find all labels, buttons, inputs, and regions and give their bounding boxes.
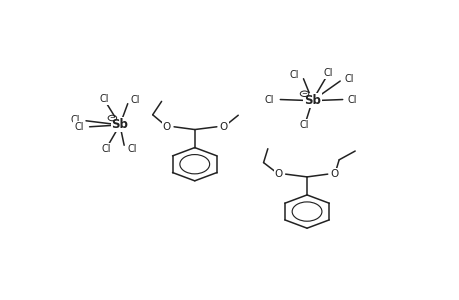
Text: Sb: Sb: [111, 118, 128, 131]
Text: Cl: Cl: [347, 94, 357, 104]
Text: Cl: Cl: [130, 95, 140, 105]
Text: Cl: Cl: [344, 74, 353, 84]
Text: Cl: Cl: [289, 70, 299, 80]
Text: Sb: Sb: [303, 94, 320, 107]
Text: O: O: [274, 169, 282, 179]
Text: Cl: Cl: [323, 68, 332, 78]
Text: O: O: [162, 122, 171, 132]
Text: Cl: Cl: [299, 120, 308, 130]
Text: Cl: Cl: [74, 122, 84, 132]
Text: Cl: Cl: [102, 144, 111, 154]
Text: −: −: [109, 115, 115, 121]
Text: Cl: Cl: [264, 94, 274, 104]
Text: Cl: Cl: [127, 144, 136, 154]
Text: O: O: [219, 122, 228, 132]
Text: Cl: Cl: [100, 94, 109, 104]
Text: Cl: Cl: [70, 115, 80, 124]
Text: −: −: [301, 91, 307, 97]
Text: O: O: [330, 169, 338, 179]
